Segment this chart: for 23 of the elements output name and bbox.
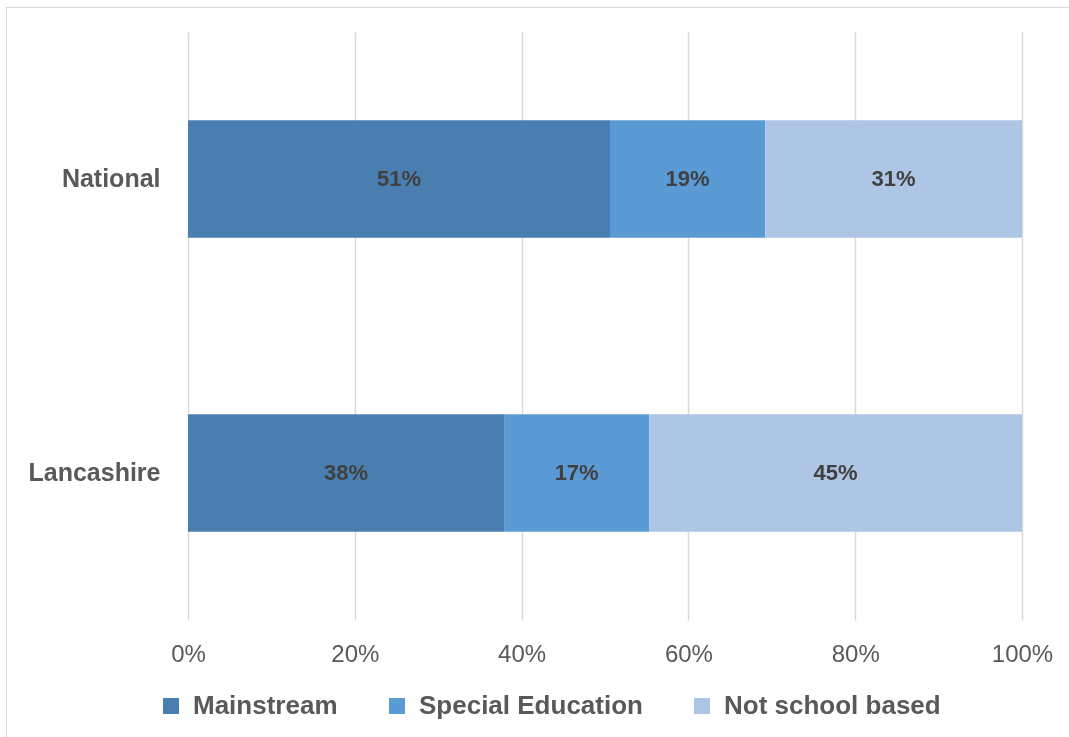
legend-label: Special Education: [419, 690, 643, 720]
bar: [504, 414, 650, 532]
data-label: 31%: [871, 166, 916, 191]
data-label: 19%: [665, 166, 710, 191]
bar: [188, 120, 610, 238]
bar: [649, 414, 1022, 532]
x-tick-label: 80%: [831, 639, 880, 667]
data-label: 38%: [324, 460, 369, 485]
data-label: 45%: [813, 460, 858, 485]
y-tick-label: Lancashire: [28, 458, 161, 486]
x-tick-label: 40%: [498, 639, 547, 667]
data-label: 51%: [376, 166, 422, 191]
bar: [765, 120, 1022, 238]
x-tick-label: 100%: [991, 639, 1054, 667]
legend-label: Not school based: [724, 690, 941, 720]
x-tick-label: 20%: [331, 639, 380, 667]
x-tick-label: 0%: [171, 639, 206, 667]
data-label: 17%: [554, 460, 599, 485]
legend-label: Mainstream: [193, 690, 338, 720]
bar: [188, 414, 505, 532]
x-tick-label: 60%: [664, 639, 713, 667]
bar: [610, 120, 766, 238]
y-tick-label: National: [61, 164, 161, 192]
